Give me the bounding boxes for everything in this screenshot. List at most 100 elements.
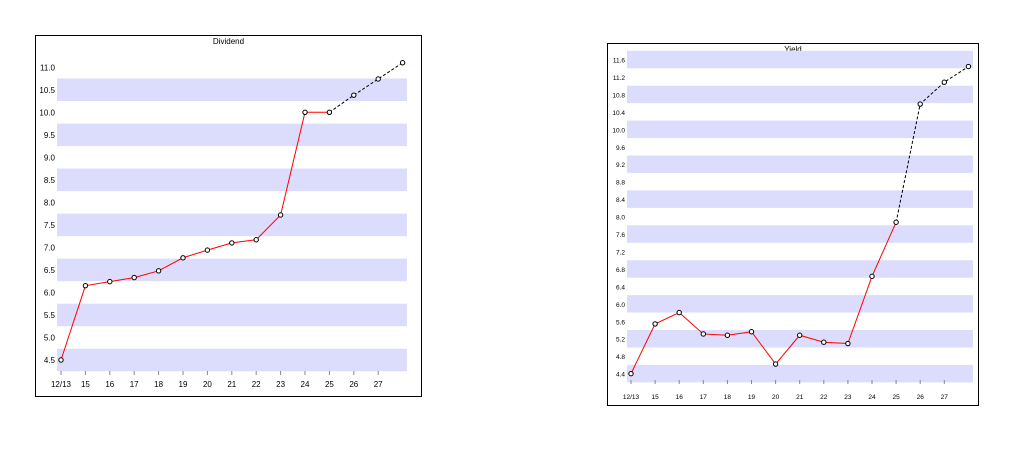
data-point	[155, 268, 162, 274]
x-tick-label: 22	[820, 394, 828, 401]
x-tick-label: 22	[252, 380, 261, 389]
data-point	[302, 109, 308, 116]
y-tick-label: 8.5	[44, 176, 56, 185]
data-point	[399, 60, 406, 66]
actual-line	[60, 111, 330, 361]
chart-title: Dividend	[213, 37, 244, 46]
grid-band	[627, 295, 973, 313]
x-tick-label: 18	[724, 394, 732, 401]
data-point	[375, 76, 381, 82]
y-tick-label: 7.6	[616, 232, 625, 239]
grid-band	[57, 168, 407, 192]
x-axis: 12/13 15 16 17 18 19 20 21 22 23 24 25 26 27	[623, 380, 948, 401]
data-point	[845, 340, 851, 347]
data-point	[107, 278, 113, 285]
grid-band	[627, 364, 973, 383]
x-tick-label: 24	[868, 394, 876, 401]
grid-bands	[57, 78, 407, 372]
data-point	[204, 247, 211, 253]
y-tick-label: 7.5	[44, 221, 56, 230]
grid-band	[57, 123, 407, 147]
x-tick-label: 15	[81, 380, 90, 389]
x-tick-label: 27	[941, 394, 949, 401]
y-tick-label: 5.5	[44, 311, 56, 320]
data-point	[180, 255, 186, 261]
y-tick-label: 8.4	[616, 197, 625, 204]
data-point	[917, 101, 923, 107]
data-point	[772, 361, 779, 367]
x-tick-label: 25	[892, 394, 900, 401]
x-tick-label: 20	[772, 394, 780, 401]
data-point	[253, 237, 259, 243]
x-axis: 12/13 15 16 17 18 19 20 21 22 23 24 25 26 27	[51, 371, 383, 389]
data-point	[821, 339, 827, 345]
x-tick-label: 17	[700, 394, 708, 401]
grid-band	[627, 85, 973, 104]
grid-band	[627, 120, 973, 139]
series-line	[628, 63, 972, 377]
y-tick-label: 7.0	[44, 243, 56, 252]
x-tick-label: 16	[105, 380, 114, 389]
y-tick-label: 11.6	[613, 58, 626, 65]
y-tick-label: 5.6	[616, 319, 625, 326]
y-tick-label: 4.8	[616, 354, 625, 361]
grid-band	[627, 225, 973, 243]
x-tick-label: 18	[154, 380, 163, 389]
x-tick-label: 12/13	[51, 380, 72, 389]
y-tick-label: 8.0	[616, 215, 625, 222]
y-tick-label: 11.2	[613, 75, 626, 82]
y-tick-label: 9.5	[44, 131, 56, 140]
data-point	[131, 274, 137, 281]
y-tick-label: 10.5	[39, 86, 55, 95]
y-tick-label: 10.8	[612, 92, 625, 99]
y-tick-label: 7.2	[616, 249, 625, 256]
y-tick-label: 6.4	[616, 284, 625, 291]
y-tick-label: 4.4	[616, 372, 625, 379]
y-axis: 4.5 5.0 5.5 6.0 6.5 7.0 7.5 8.0 8.5 9.0 9.5 10.0 10.…	[39, 63, 55, 365]
x-tick-label: 23	[844, 394, 852, 401]
data-point	[893, 219, 899, 225]
y-axis: 4.4 4.8 5.2 5.6 6.0 6.4 6.8 7.2 7.6 8.0 8.4 8.8 9.2 9…	[612, 58, 625, 379]
y-tick-label: 6.0	[44, 288, 56, 297]
data-point	[700, 331, 707, 337]
grid-band	[57, 78, 407, 102]
data-point	[229, 240, 235, 246]
y-tick-label: 9.2	[616, 162, 625, 169]
x-tick-label: 21	[227, 380, 236, 389]
x-tick-label: 21	[796, 394, 804, 401]
data-point	[277, 212, 284, 218]
data-point	[724, 332, 731, 338]
y-tick-label: 9.0	[44, 153, 56, 162]
grid-bands	[627, 50, 973, 383]
y-tick-label: 6.0	[616, 302, 625, 309]
data-point	[82, 282, 89, 289]
x-tick-label: 17	[130, 380, 139, 389]
data-point	[652, 321, 658, 327]
y-tick-label: 8.0	[44, 198, 56, 207]
y-tick-label: 10.0	[612, 127, 625, 134]
x-tick-label: 12/13	[623, 394, 640, 401]
grid-band	[57, 303, 407, 327]
data-point	[797, 332, 803, 338]
grid-band	[627, 50, 973, 69]
x-tick-label: 26	[917, 394, 925, 401]
dividend-chart: Dividend 4.5 5.0 5.5 6.0 6.5 7.0 7.5 8.0 8.5 9.0 9.…	[35, 35, 422, 397]
y-tick-label: 10.0	[39, 108, 55, 117]
grid-band	[57, 258, 407, 282]
y-tick-label: 6.5	[44, 266, 56, 275]
y-tick-label: 11.0	[40, 63, 56, 72]
x-tick-label: 24	[301, 380, 310, 389]
chart-title: Yield	[784, 45, 802, 54]
x-tick-label: 20	[203, 380, 212, 389]
y-tick-label: 8.8	[616, 180, 625, 187]
x-tick-label: 16	[676, 394, 684, 401]
y-tick-label: 4.5	[44, 356, 56, 365]
x-tick-label: 25	[325, 380, 334, 389]
data-point	[965, 63, 972, 70]
grid-band	[627, 190, 973, 208]
y-tick-label: 5.0	[44, 333, 56, 342]
x-tick-label: 26	[349, 380, 358, 389]
series-line	[58, 60, 406, 363]
y-tick-label: 9.6	[616, 145, 625, 152]
x-tick-label: 15	[651, 394, 659, 401]
